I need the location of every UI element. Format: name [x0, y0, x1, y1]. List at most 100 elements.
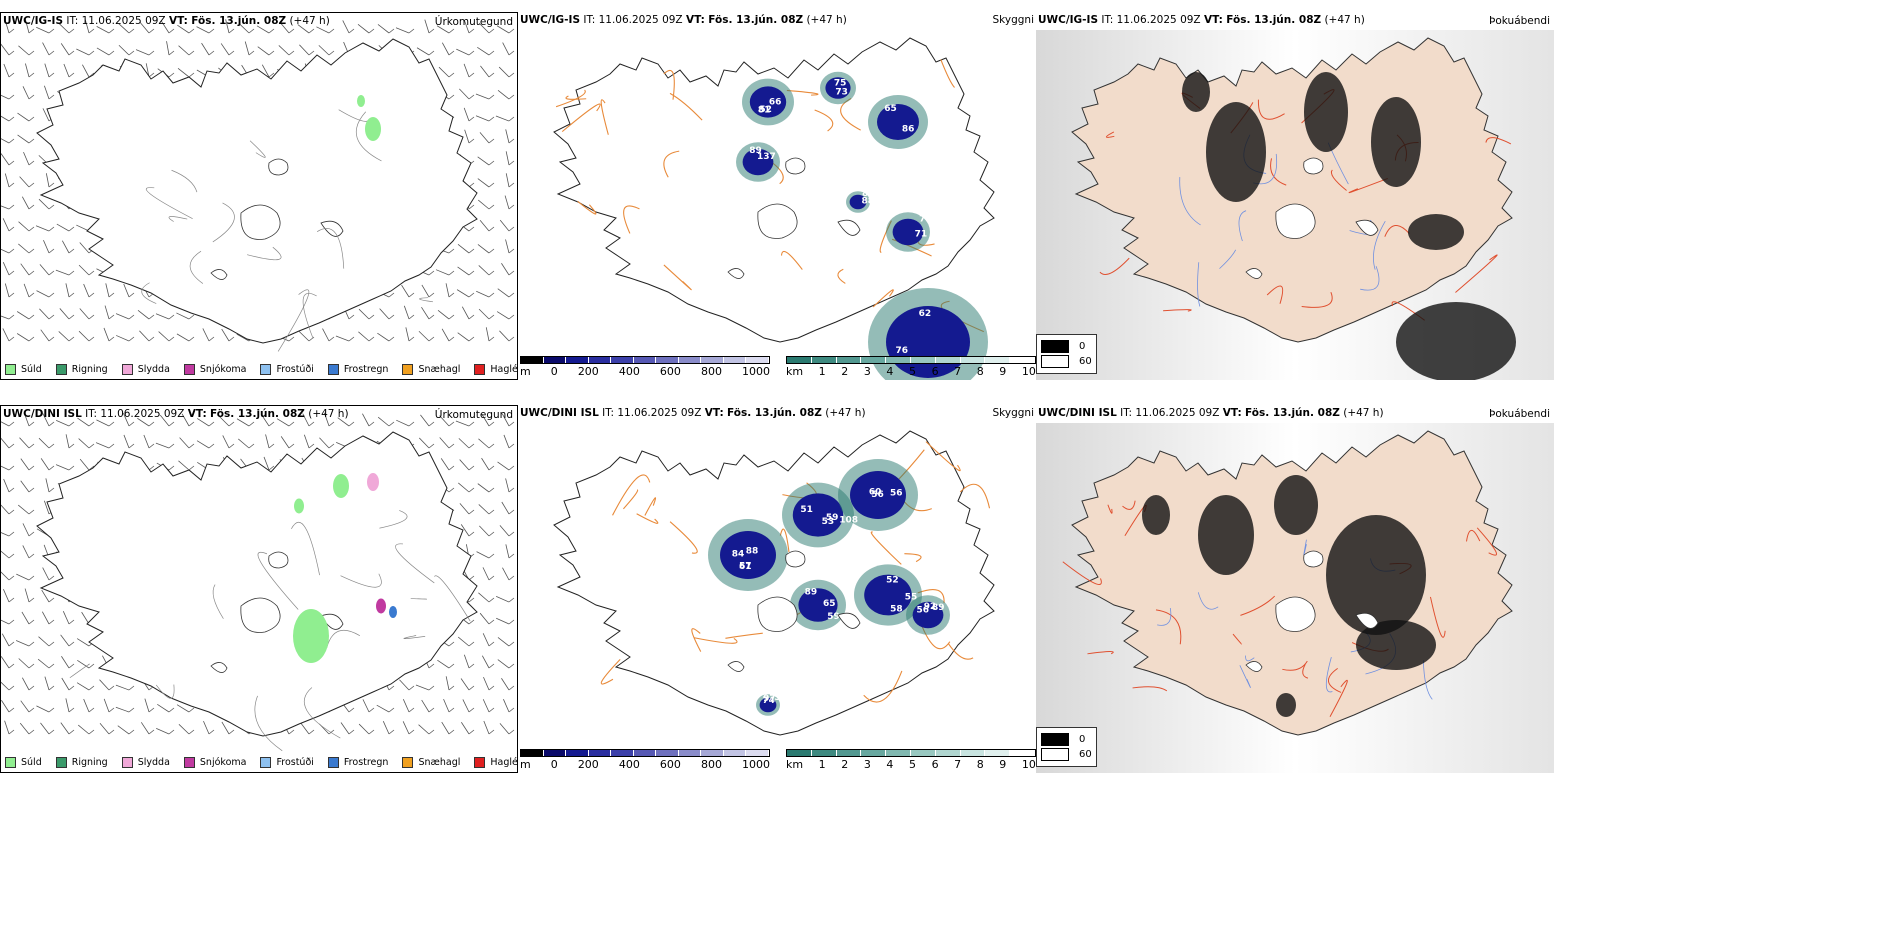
wind-barb [18, 658, 30, 669]
wind-barb-flag [508, 597, 515, 603]
wind-barb [115, 684, 130, 691]
wind-barb [76, 682, 90, 691]
wind-barb [65, 698, 70, 713]
wind-barb [477, 244, 490, 254]
wind-barb-flag [128, 421, 135, 427]
wind-barb-flag [328, 50, 335, 56]
wind-barb [36, 290, 50, 298]
wind-barb [459, 503, 470, 515]
scale-color-step [910, 357, 936, 363]
wind-barb-flag [408, 336, 415, 342]
wind-barb-flag [268, 28, 275, 34]
fog-area [1408, 214, 1464, 250]
wind-barb-flag [8, 28, 15, 34]
road [340, 573, 382, 588]
panel-title: Úrkomutegund [434, 409, 513, 421]
wind-barb-flag [48, 575, 55, 581]
wind-barb-flag [48, 729, 55, 735]
wind-barb-flag [508, 685, 515, 691]
wind-barb [298, 330, 310, 342]
wind-barb-flag [508, 487, 515, 493]
wind-barb-flag [388, 28, 395, 34]
wind-barb [58, 331, 70, 342]
wind-barb [299, 44, 310, 56]
wind-barb-flag [228, 28, 235, 34]
wind-barb-flag [448, 28, 455, 34]
wind-barb-flag [368, 729, 375, 735]
wind-barb [457, 266, 470, 276]
wind-barb-flag [508, 663, 515, 669]
panel-title: Þokuábendi [1489, 408, 1550, 420]
wind-barb-flag [28, 421, 35, 427]
glacier-outline [1355, 612, 1379, 629]
wind-barb-flag [108, 421, 115, 427]
wind-barb [77, 659, 90, 669]
visibility-panel: UWC/DINI ISL IT: 11.06.2025 09Z VT: Fös.… [518, 405, 1036, 773]
wind-barb [44, 63, 50, 78]
wind-barb [502, 567, 510, 581]
visibility-value-label: 84 [732, 550, 745, 560]
scale-color-step [588, 357, 612, 363]
wind-barb-flag [508, 641, 515, 647]
wind-barb-flag [428, 443, 435, 449]
wind-barb [61, 240, 70, 254]
wind-barb [1, 315, 10, 320]
visibility-value-label: 52 [886, 575, 899, 585]
wind-barb-flag [288, 336, 295, 342]
wind-barb-flag [468, 729, 475, 735]
wind-barb-flag [128, 707, 135, 713]
scale-color-step [566, 357, 589, 363]
precip-legend: Súld Rigning Slydda Snjókoma Frostúði Frostre… [5, 364, 517, 375]
panel-header: UWC/DINI ISL IT: 11.06.2025 09Z VT: Fös.… [1038, 407, 1384, 419]
precip-legend-swatch [260, 364, 272, 375]
wind-barb-flag [448, 487, 455, 493]
wind-barb-flag [88, 443, 95, 449]
visibility-panel: UWC/IG-IS IT: 11.06.2025 09Z VT: Fös. 13… [518, 12, 1036, 380]
precip-legend: Súld Rigning Slydda Snjókoma Frostúði Frostre… [5, 757, 517, 768]
wind-barb [155, 442, 170, 449]
road [316, 228, 345, 269]
visibility-value-label: 66 [769, 97, 782, 107]
wind-barb [78, 264, 90, 276]
wind-barb-flag [8, 443, 15, 449]
wind-barb [40, 458, 50, 471]
wind-barb-flag [468, 487, 475, 493]
wind-barb-flag [388, 707, 395, 713]
wind-barb-flag [188, 421, 195, 427]
wind-barb-flag [348, 314, 355, 320]
ceiling-area [720, 531, 776, 579]
wind-barb [505, 173, 510, 188]
wind-barb [23, 412, 30, 427]
scale-tick-label: 6 [931, 365, 939, 378]
wind-barb [18, 243, 30, 254]
river [1239, 665, 1251, 688]
road [189, 250, 204, 284]
wind-barb [463, 654, 470, 669]
precip-legend-item: Snæhagl [402, 364, 460, 375]
glacier-outline [210, 269, 228, 280]
river [1179, 177, 1201, 226]
fog-legend-label: 60 [1079, 749, 1092, 760]
wind-barb [482, 699, 490, 713]
precip-legend-swatch [260, 757, 272, 768]
wind-barb-flag [488, 94, 495, 100]
wind-barb-flag [468, 663, 475, 669]
wind-barb-flag [88, 729, 95, 735]
precip-legend-label: Súld [21, 757, 42, 768]
wind-barb [505, 478, 510, 493]
wind-barb [1, 248, 10, 254]
wind-barb-flag [28, 314, 35, 320]
wind-barb-flag [508, 465, 515, 471]
wind-barb [1, 633, 10, 647]
wind-barb-flag [128, 729, 135, 735]
road [1329, 679, 1348, 717]
wind-barb-flag [288, 28, 295, 34]
wind-barb [201, 42, 210, 56]
scale-tick-label: 4 [886, 365, 894, 378]
wind-barb-flag [28, 182, 35, 188]
scale-tick-label: 0 [550, 365, 558, 378]
wind-barb [1, 619, 10, 625]
wind-barb [455, 420, 470, 427]
scale-tick-label: 7 [954, 365, 962, 378]
precip-legend-label: Frostregn [343, 364, 389, 375]
